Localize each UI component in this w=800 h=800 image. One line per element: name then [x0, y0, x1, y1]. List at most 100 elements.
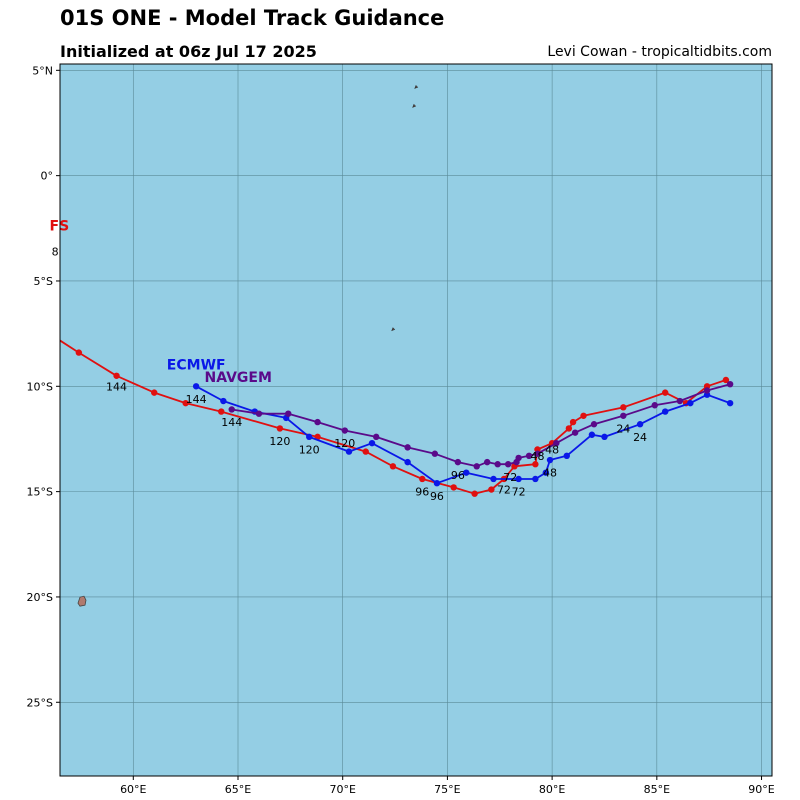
track-point-gfs: [565, 425, 573, 432]
track-point-gfs: [182, 399, 189, 407]
track-point-gfs: [450, 484, 457, 491]
island-islet-c: [391, 327, 396, 332]
track-point-gfs: [218, 408, 225, 415]
track-point-ecmwf: [662, 408, 669, 415]
track-point-navgem: [285, 410, 292, 417]
track-point-ecmwf: [220, 397, 227, 405]
island-islet-a: [414, 84, 419, 89]
track-point-ecmwf: [490, 475, 497, 483]
lat-tick-label: 20°S: [27, 591, 53, 604]
land-layer: [77, 84, 419, 607]
track-point-navgem: [373, 433, 380, 441]
track-point-navgem: [513, 458, 520, 466]
track-point-gfs: [419, 475, 426, 483]
track-point-navgem: [553, 439, 560, 447]
hour-label-gfs: 120: [269, 435, 290, 448]
track-point-navgem: [534, 450, 541, 457]
track-point-navgem: [314, 418, 321, 426]
lat-tick-label: 10°S: [27, 380, 53, 393]
track-point-gfs: [276, 425, 284, 432]
track-point-ecmwf: [192, 383, 200, 390]
track-point-navgem: [431, 450, 439, 457]
track-point-gfs: [569, 418, 577, 426]
track-point-ecmwf: [546, 456, 554, 464]
track-point-gfs: [151, 389, 158, 396]
hour-label-navgem: 48: [545, 443, 559, 456]
model-sublabel-gfs: 8: [52, 246, 59, 259]
lon-tick-label: 60°E: [120, 783, 146, 796]
track-point-ecmwf: [404, 458, 411, 466]
credit-text: Levi Cowan - tropicaltidbits.com: [547, 44, 772, 60]
axis-ticks: 60°E 65°E 70°E 75°E 80°E 85°E 90°E 5°N 0° 5°S 10°S…: [27, 64, 775, 796]
model-label-ecmwf: ECMWF: [167, 357, 226, 373]
track-point-gfs: [471, 490, 478, 497]
hour-label-ecmwf: 144: [186, 393, 207, 406]
model-label-gfs: FS: [50, 218, 70, 234]
track-point-navgem: [525, 452, 533, 460]
lon-tick-label: 85°E: [644, 783, 670, 796]
lon-tick-label: 65°E: [225, 783, 251, 796]
track-point-ecmwf: [345, 448, 353, 455]
hour-label-navgem: 24: [616, 422, 630, 435]
lat-tick-label: 0°: [41, 170, 54, 183]
page-title: 01S ONE - Model Track Guidance: [60, 6, 445, 30]
lat-tick-label: 5°S: [34, 275, 53, 288]
lon-tick-label: 90°E: [748, 783, 774, 796]
hour-label-navgem: 96: [451, 469, 465, 482]
track-point-navgem: [473, 463, 480, 470]
track-point-navgem: [590, 421, 598, 428]
lon-tick-label: 75°E: [434, 783, 460, 796]
track-point-ecmwf: [542, 469, 550, 476]
map-frame: [59, 63, 773, 777]
track-point-navgem: [341, 427, 348, 434]
track-point-gfs: [53, 335, 59, 341]
track-point-ecmwf: [368, 439, 376, 447]
track-point-ecmwf: [515, 475, 522, 483]
track-point-navgem: [676, 397, 684, 405]
lat-tick-label: 25°S: [27, 696, 53, 709]
hour-label-gfs: 96: [415, 486, 429, 499]
track-point-navgem: [703, 387, 711, 394]
track-point-ecmwf: [532, 475, 539, 483]
lat-tick-label: 5°N: [32, 64, 53, 77]
lon-tick-label: 70°E: [329, 783, 355, 796]
ocean-background: [60, 64, 772, 776]
hour-label-navgem: 72: [503, 471, 517, 484]
track-point-gfs: [532, 461, 539, 468]
hour-label-ecmwf: 96: [430, 490, 444, 503]
track-point-navgem: [504, 461, 512, 468]
hour-label-navgem: 144: [221, 416, 242, 429]
init-time: Initialized at 06z Jul 17 2025: [60, 42, 317, 61]
track-point-navgem: [454, 458, 462, 466]
lon-tick-label: 80°E: [539, 783, 565, 796]
track-point-gfs: [488, 486, 495, 493]
hour-label-gfs: 144: [106, 380, 127, 393]
track-point-gfs: [389, 463, 397, 470]
hour-label-ecmwf: 48: [543, 467, 557, 480]
track-point-gfs: [722, 376, 730, 384]
track-point-ecmwf: [601, 433, 608, 441]
track-point-navgem: [228, 406, 235, 413]
track-point-ecmwf: [563, 452, 570, 460]
track-point-navgem: [404, 444, 411, 451]
track-point-gfs: [113, 372, 120, 379]
island-islet-b: [412, 103, 417, 108]
hour-label-navgem: 120: [334, 437, 355, 450]
track-point-gfs: [580, 412, 587, 419]
hour-label-gfs: 48: [530, 450, 544, 463]
track-point-ecmwf: [306, 433, 313, 441]
track-point-navgem: [620, 412, 627, 419]
track-point-navgem: [726, 380, 734, 388]
lat-tick-label: 15°S: [27, 486, 53, 499]
track-point-navgem: [484, 458, 491, 466]
track-point-gfs: [620, 404, 627, 411]
graticule: [60, 64, 772, 776]
track-point-gfs: [662, 389, 669, 396]
hour-label-gfs: 72: [497, 484, 511, 497]
track-point-ecmwf: [463, 469, 470, 476]
track-point-navgem: [494, 461, 501, 468]
track-point-navgem: [255, 410, 263, 417]
track-point-gfs: [75, 349, 83, 356]
model-tracks: [53, 335, 734, 497]
